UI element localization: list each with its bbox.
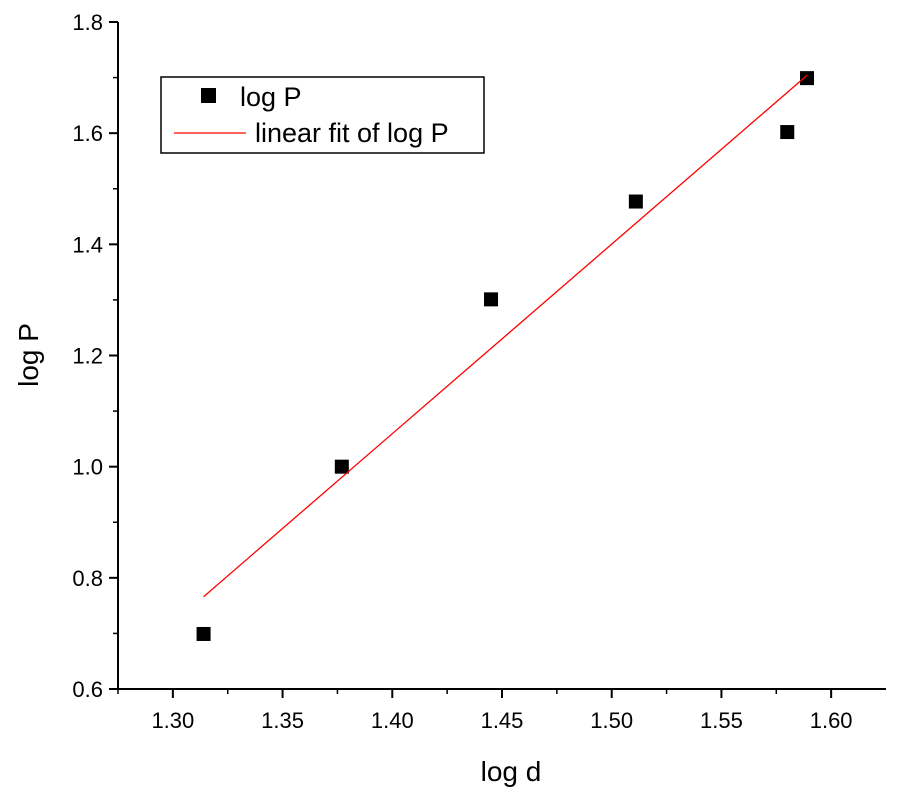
fit-line [203,74,808,598]
data-point [334,459,349,474]
x-tick-label: 1.45 [481,708,524,733]
x-tick-label: 1.30 [151,708,194,733]
y-tick-label: 1.4 [72,232,103,257]
y-tick-label: 0.6 [72,677,103,702]
x-ticks: 1.30 1.35 1.40 1.45 1.50 1.55 1.60 [117,689,853,733]
data-point [800,71,815,86]
x-tick-label: 1.55 [700,708,743,733]
data-point [628,194,643,209]
y-tick-label: 1.8 [72,10,103,35]
plot-area [196,71,815,641]
x-tick-label: 1.40 [371,708,414,733]
y-axis-title: log P [13,323,44,387]
x-axis-title: log d [481,756,542,787]
y-tick-label: 0.8 [72,566,103,591]
legend: log P linear fit of log P [160,76,485,154]
legend-marker-log-p [201,88,216,103]
legend-label-log-p: log P [240,82,302,112]
x-tick-label: 1.35 [261,708,304,733]
data-point [484,292,499,307]
data-point [196,626,211,641]
y-tick-label: 1.6 [72,121,103,146]
x-tick-label: 1.60 [810,708,853,733]
legend-label-linear-fit: linear fit of log P [255,118,449,148]
y-tick-label: 1.0 [72,455,103,480]
data-point [780,125,795,140]
y-ticks: 0.6 0.8 1.0 1.2 1.4 1.6 1.8 [72,10,118,702]
x-tick-label: 1.50 [590,708,633,733]
y-tick-label: 1.2 [72,344,103,369]
